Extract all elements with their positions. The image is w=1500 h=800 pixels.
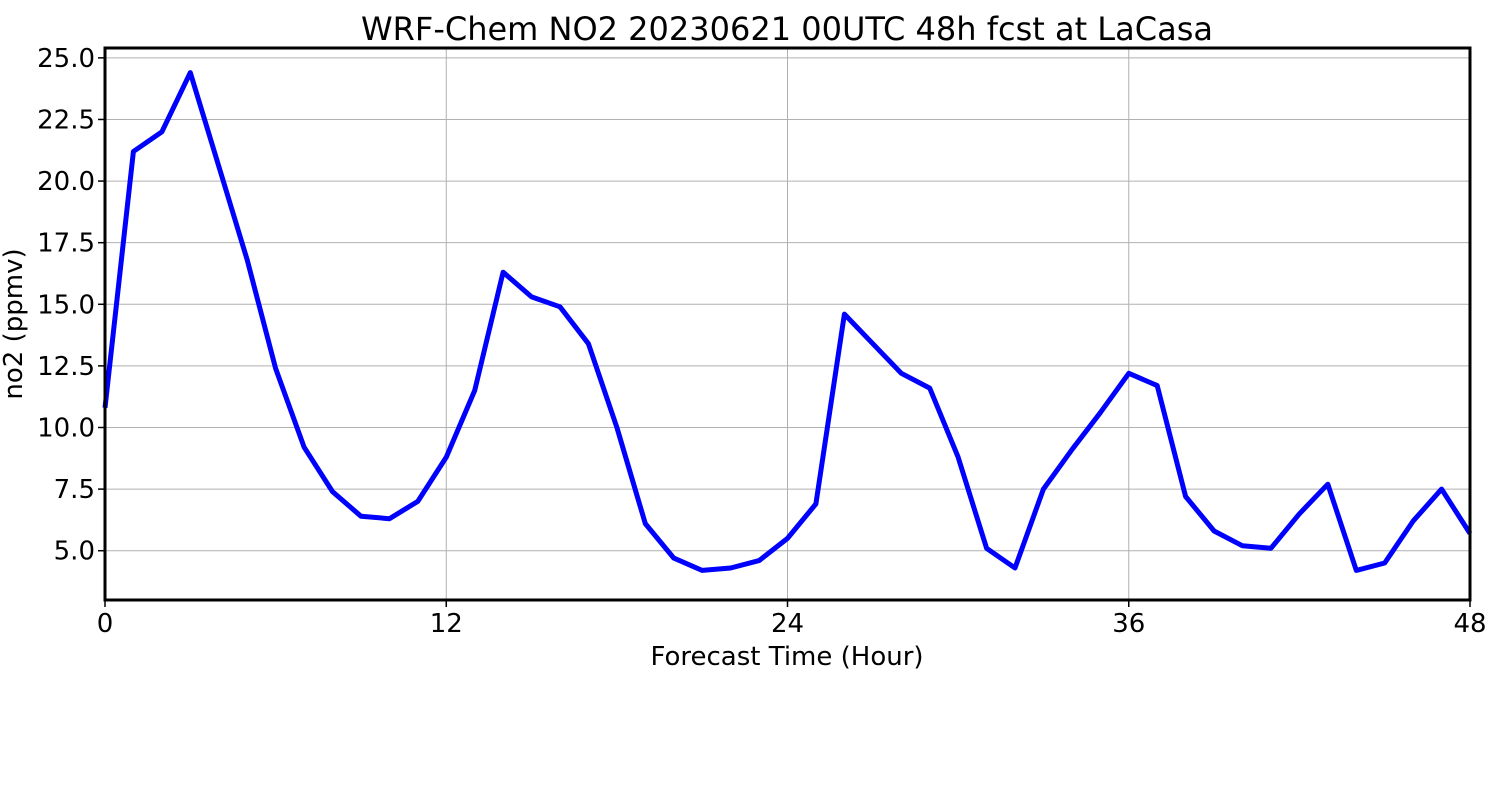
no2-series-line: [102, 70, 1473, 573]
y-tick-label: 20.0: [37, 167, 95, 197]
y-axis-label: no2 (ppmv): [0, 248, 29, 399]
y-tick-label: 10.0: [37, 414, 95, 444]
x-tick-label: 12: [430, 609, 463, 639]
y-tick-label: 25.0: [37, 44, 95, 74]
y-tick-label: 15.0: [37, 290, 95, 320]
x-tick-label: 48: [1453, 609, 1486, 639]
x-tick-label: 24: [771, 609, 804, 639]
y-tick-label: 17.5: [37, 229, 95, 259]
chart-title: WRF-Chem NO2 20230621 00UTC 48h fcst at …: [361, 10, 1213, 48]
x-tick-label: 0: [97, 609, 114, 639]
x-tick-label: 36: [1112, 609, 1145, 639]
series-layer: [102, 70, 1473, 573]
grid-lines: [104, 48, 1471, 600]
y-tick-label: 12.5: [37, 352, 95, 382]
y-tick-label: 7.5: [54, 475, 95, 505]
x-axis-label: Forecast Time (Hour): [650, 642, 923, 672]
axis-ticks: 0 12 24 36 48 5.0 7.5 10.0 12.5 15.0 17.5 20.0 22.5 2…: [37, 44, 1486, 639]
y-tick-label: 5.0: [54, 537, 95, 567]
y-tick-label: 22.5: [37, 105, 95, 135]
